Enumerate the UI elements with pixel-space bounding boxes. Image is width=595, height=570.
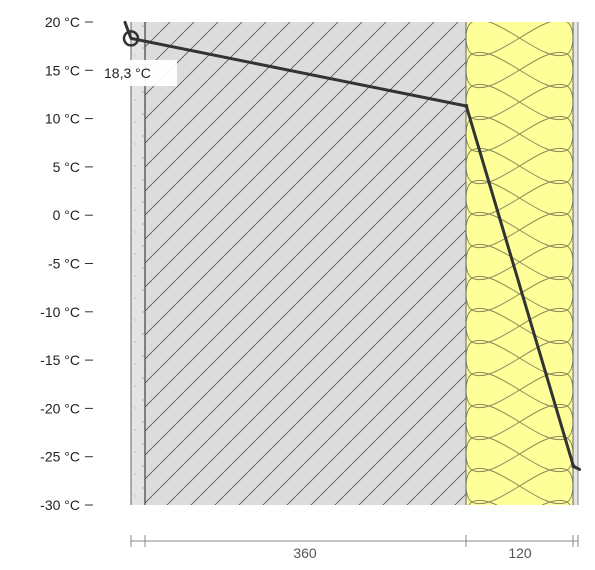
y-tick-label: 15 °C <box>45 62 80 78</box>
dimension-label-masonry: 360 <box>293 545 317 561</box>
y-tick-label: -25 °C <box>40 449 80 465</box>
interior-plaster-texture <box>131 22 145 505</box>
interface-point <box>572 465 575 468</box>
y-tick-label: 5 °C <box>53 159 80 175</box>
y-axis: 20 °C 15 °C 10 °C 5 °C 0 °C -5 °C -10 °C -15 °C… <box>40 14 93 513</box>
y-tick-label: -20 °C <box>40 400 80 416</box>
y-tick-label: -15 °C <box>40 352 80 368</box>
y-tick-label: 0 °C <box>53 207 80 223</box>
wall-layers <box>131 20 578 567</box>
y-tick-label: 20 °C <box>45 14 80 30</box>
y-tick-label: 10 °C <box>45 111 80 127</box>
y-tick-label: -30 °C <box>40 497 80 513</box>
insulation-layer <box>466 22 573 505</box>
interface-point <box>465 105 468 108</box>
callout-label: 18,3 °C <box>104 65 151 81</box>
dimension-line: 360 120 <box>131 535 578 561</box>
y-tick-label: -10 °C <box>40 304 80 320</box>
interior-temperature-callout: 18,3 °C <box>93 60 177 86</box>
dimension-label-insulation: 120 <box>508 545 532 561</box>
masonry-hatch <box>145 22 466 505</box>
insulation-loop <box>466 500 573 535</box>
exterior-render-layer <box>573 22 578 505</box>
y-tick-label: -5 °C <box>48 256 80 272</box>
